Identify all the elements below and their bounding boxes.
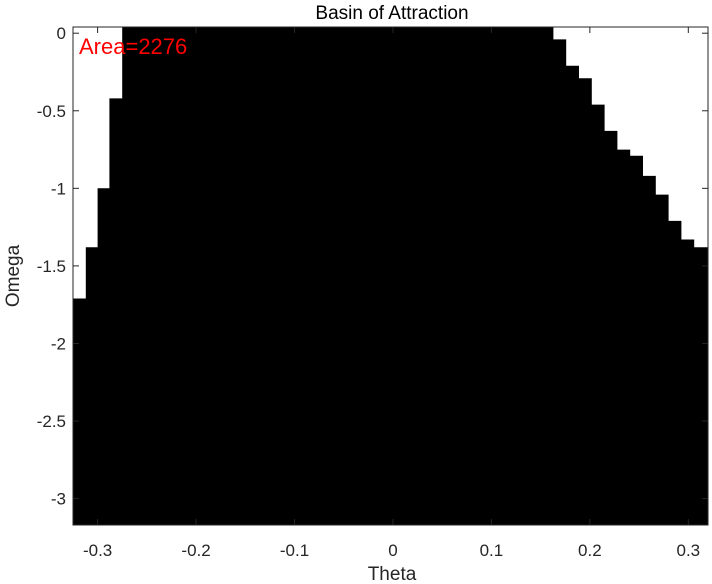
x-axis-label: Theta: [368, 564, 417, 584]
x-tick-label: 0.2: [578, 541, 602, 560]
x-tick-label: -0.1: [280, 541, 309, 560]
y-tick-label: -3: [51, 490, 66, 509]
chart-title: Basin of Attraction: [315, 3, 468, 24]
area-annotation: Area=2276: [79, 34, 187, 59]
y-tick-label: -2: [51, 334, 66, 353]
x-tick-label: 0.3: [676, 541, 700, 560]
y-tick-label: -1.5: [37, 257, 66, 276]
x-tick-label: 0.1: [480, 541, 504, 560]
y-axis-ticks: 0 -0.5 -1 -1.5 -2 -2.5 -3: [37, 24, 708, 509]
y-tick-label: 0: [57, 24, 66, 43]
y-tick-label: -2.5: [37, 412, 66, 431]
x-tick-label: -0.3: [83, 541, 112, 560]
x-tick-label: 0: [388, 541, 397, 560]
y-tick-label: -1: [51, 179, 66, 198]
axes-box: [72, 26, 709, 526]
x-axis-ticks: -0.3 -0.2 -0.1 0 0.1 0.2 0.3: [83, 27, 700, 560]
y-tick-label: -0.5: [37, 102, 66, 121]
basin-fill: [73, 27, 708, 525]
y-axis-label: Omega: [3, 244, 24, 307]
x-tick-label: -0.2: [181, 541, 210, 560]
basin-region: [73, 27, 708, 525]
